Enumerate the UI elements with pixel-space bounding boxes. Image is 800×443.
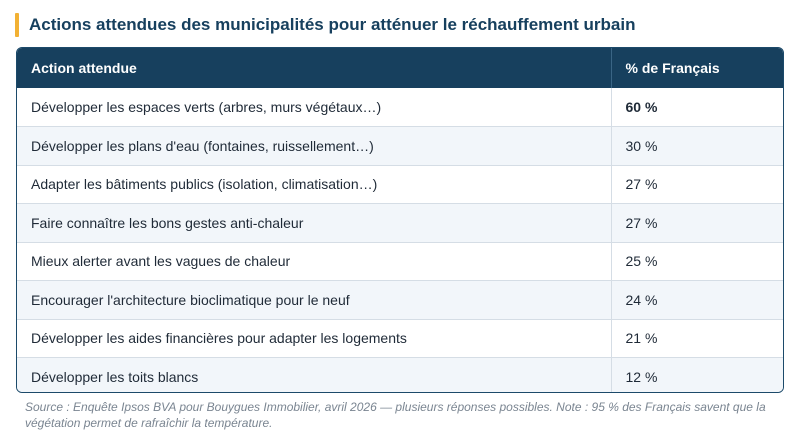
percent-cell: 27 % — [610, 203, 783, 242]
percent-cell: 27 % — [610, 164, 783, 204]
action-cell: Encourager l'architecture bioclimatique … — [17, 280, 611, 319]
percent-cell: 25 % — [610, 241, 783, 281]
title-bar: Actions attendues des municipalités pour… — [15, 13, 635, 37]
table-header: Action attendue % de Français — [17, 48, 783, 88]
table-row: Adapter les bâtiments publics (isolation… — [17, 164, 783, 204]
table-row: Développer les toits blancs 12 % — [17, 357, 783, 392]
table-row: Faire connaître les bons gestes anti-cha… — [17, 203, 783, 242]
percent-cell: 30 % — [610, 126, 783, 165]
action-cell: Adapter les bâtiments publics (isolation… — [17, 164, 611, 204]
results-table: Action attendue % de Français Développer… — [16, 47, 784, 393]
table-row: Mieux alerter avant les vagues de chaleu… — [17, 241, 783, 281]
title-accent-bar — [15, 13, 19, 37]
source-note: Source : Enquête Ipsos BVA pour Bouygues… — [25, 400, 766, 430]
percent-cell: 24 % — [610, 280, 783, 319]
action-cell: Développer les espaces verts (arbres, mu… — [31, 99, 382, 115]
action-cell: Développer les aides financières pour ad… — [17, 318, 611, 358]
table: Action attendue % de Français Développer… — [17, 48, 783, 392]
header-row: Action attendue % de Français — [17, 48, 783, 88]
action-cell: Développer les plans d'eau (fontaines, r… — [17, 126, 611, 165]
percent-cell: 60 % — [610, 88, 783, 127]
table-row: Développer les espaces verts (arbres, mu… — [17, 88, 783, 127]
page-title: Actions attendues des municipalités pour… — [29, 15, 636, 34]
percent-cell: 21 % — [610, 318, 783, 358]
table-row: Développer les aides financières pour ad… — [17, 318, 783, 358]
table-body: Développer les espaces verts (arbres, mu… — [17, 88, 783, 392]
percent-cell: 12 % — [610, 357, 783, 392]
column-header-action: Action attendue — [17, 48, 612, 88]
column-header-percent: % de Français — [611, 48, 783, 88]
table-row: Développer les plans d'eau (fontaines, r… — [17, 126, 783, 165]
action-cell: Mieux alerter avant les vagues de chaleu… — [17, 241, 611, 281]
table-row: Encourager l'architecture bioclimatique … — [17, 280, 783, 319]
action-cell: Faire connaître les bons gestes anti-cha… — [17, 203, 611, 242]
action-cell: Développer les toits blancs — [17, 357, 611, 392]
